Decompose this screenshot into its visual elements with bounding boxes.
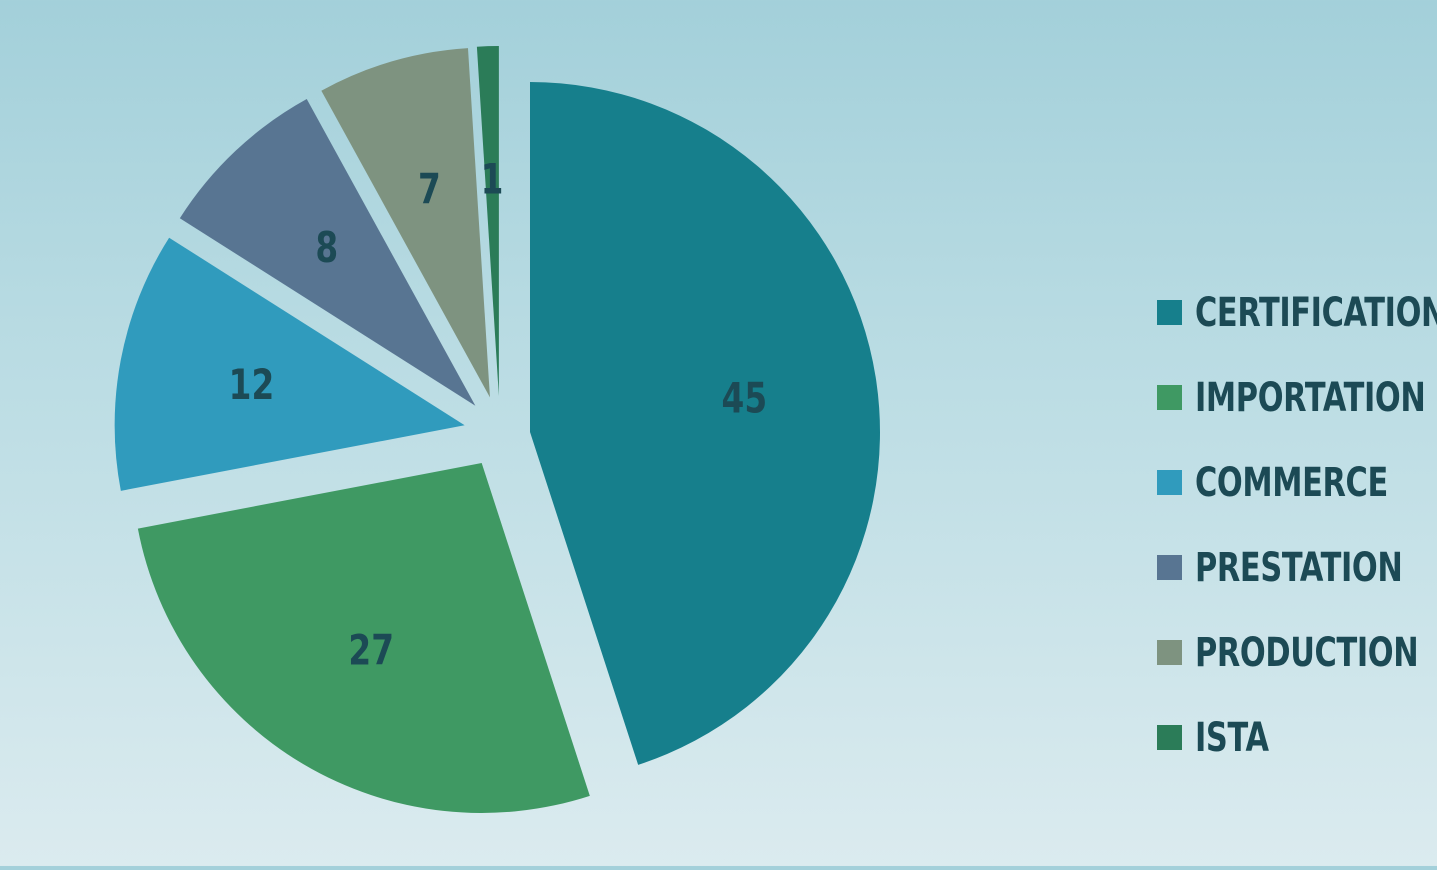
- data-label-importation: 27: [348, 625, 394, 674]
- legend-swatch-commerce: [1157, 470, 1182, 495]
- legend-label-prestation: PRESTATION: [1195, 544, 1403, 591]
- pie-slice-ista[interactable]: [476, 46, 499, 397]
- legend-label-certification: CERTIFICATION: [1195, 289, 1437, 336]
- pie-slice-production[interactable]: [321, 48, 490, 398]
- legend: CERTIFICATION IMPORTATION COMMERCE PREST…: [1157, 270, 1437, 780]
- data-label-commerce: 12: [229, 360, 275, 409]
- legend-swatch-importation: [1157, 385, 1182, 410]
- legend-item-importation[interactable]: IMPORTATION: [1157, 355, 1437, 440]
- pie-slice-commerce[interactable]: [114, 237, 465, 491]
- legend-item-certification[interactable]: CERTIFICATION: [1157, 270, 1437, 355]
- legend-label-importation: IMPORTATION: [1195, 374, 1426, 421]
- legend-swatch-production: [1157, 640, 1182, 665]
- pie-slice-prestation[interactable]: [179, 99, 476, 406]
- data-label-certification: 45: [722, 374, 768, 423]
- legend-swatch-certification: [1157, 300, 1182, 325]
- pie-slices: [114, 46, 880, 813]
- legend-item-prestation[interactable]: PRESTATION: [1157, 525, 1437, 610]
- pie-data-labels: 45 27 12 8 7 1: [229, 155, 767, 675]
- data-label-ista: 1: [481, 155, 504, 204]
- legend-swatch-prestation: [1157, 555, 1182, 580]
- pie-slice-importation[interactable]: [137, 462, 590, 813]
- pie-slice-certification[interactable]: [530, 82, 880, 765]
- legend-item-production[interactable]: PRODUCTION: [1157, 610, 1437, 695]
- legend-item-commerce[interactable]: COMMERCE: [1157, 440, 1437, 525]
- data-label-prestation: 8: [315, 223, 338, 272]
- legend-swatch-ista: [1157, 725, 1182, 750]
- legend-item-ista[interactable]: ISTA: [1157, 695, 1437, 780]
- legend-label-commerce: COMMERCE: [1195, 459, 1388, 506]
- legend-label-production: PRODUCTION: [1195, 629, 1419, 676]
- data-label-production: 7: [418, 165, 441, 214]
- legend-label-ista: ISTA: [1195, 714, 1269, 761]
